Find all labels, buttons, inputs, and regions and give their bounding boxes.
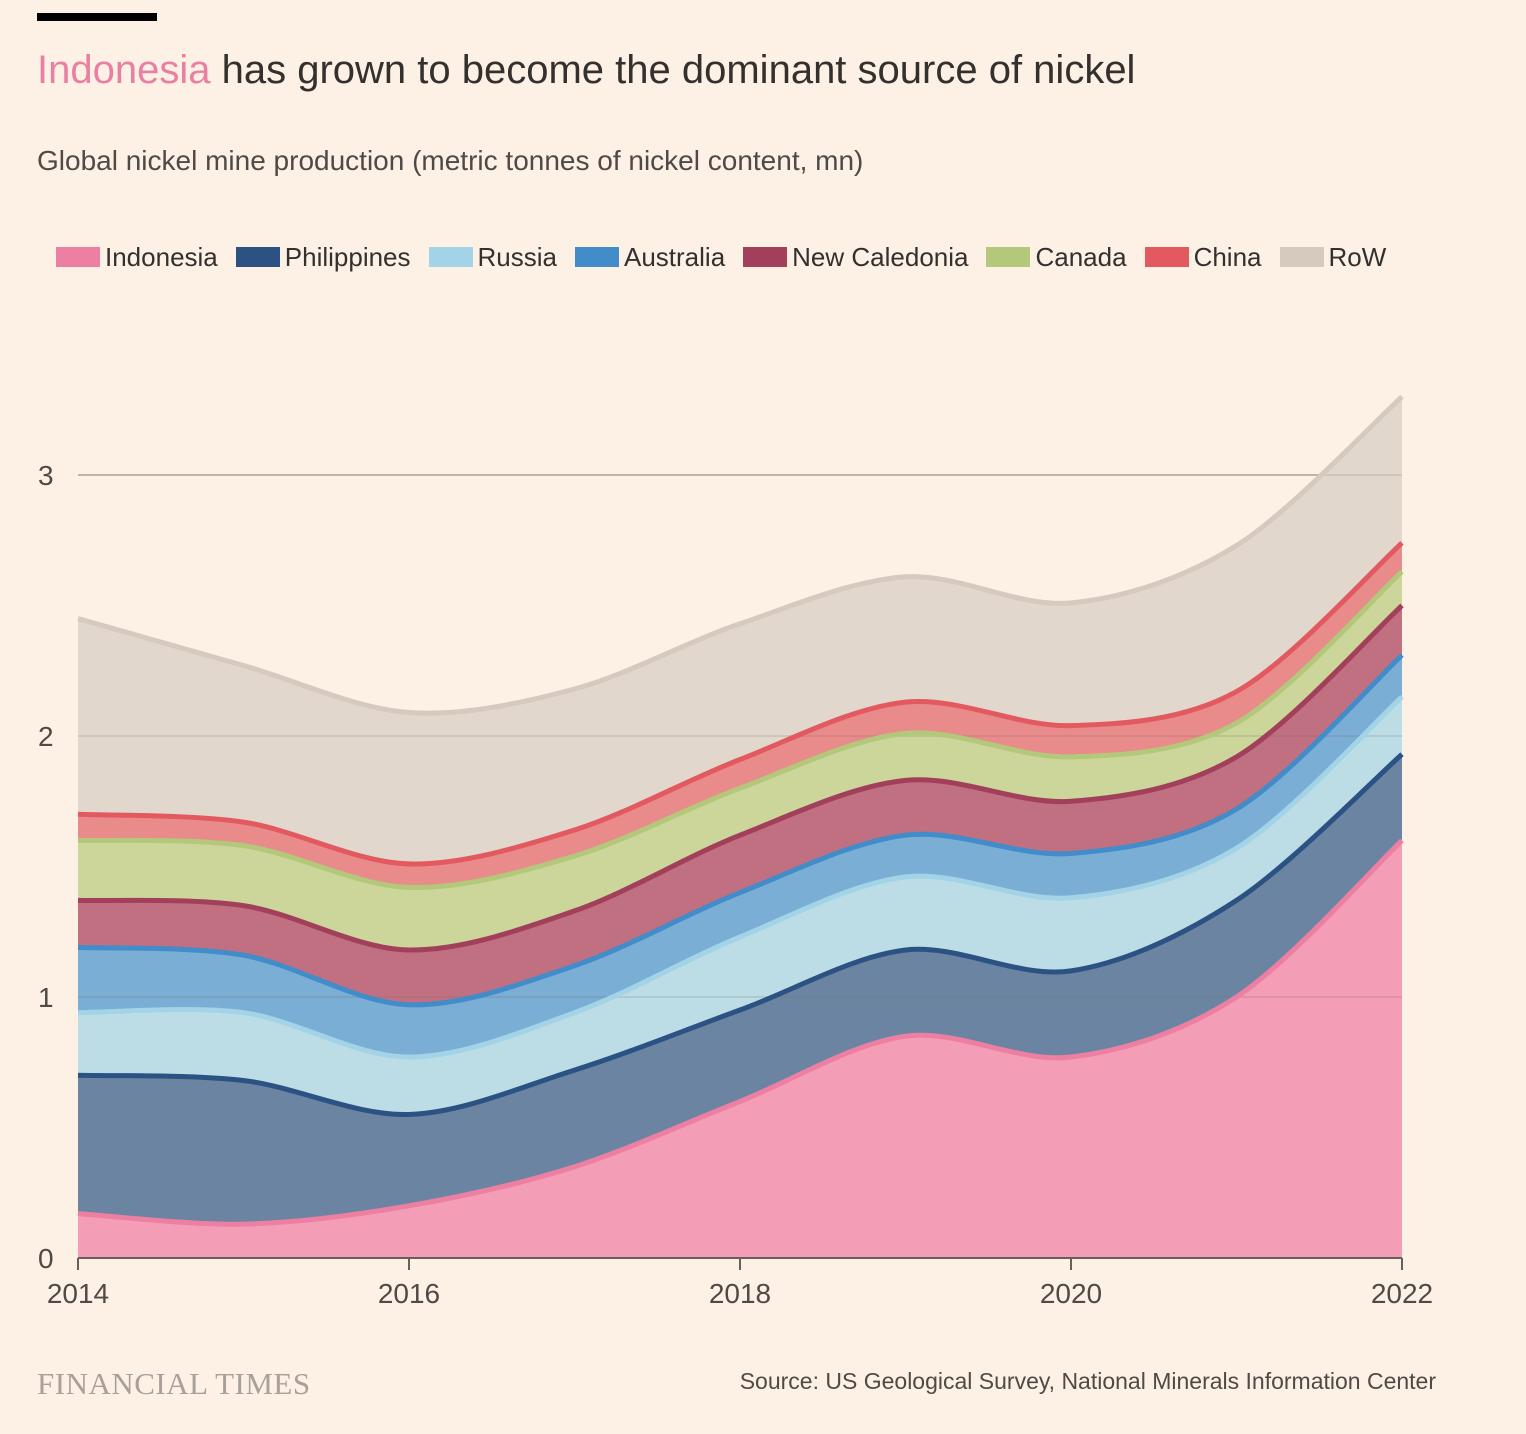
edge-row [77,394,1404,716]
legend-item-australia: Australia [575,238,725,276]
legend-label: RoW [1328,242,1387,272]
legend-item-row: RoW [1279,238,1387,276]
title-highlight: Indonesia [37,48,211,92]
edge-russia [77,694,1404,1060]
legend-item-china: China [1144,238,1262,276]
title-rest: has grown to become the dominant source … [210,48,1136,92]
legend-swatch [428,247,473,267]
area-new-caledonia [78,605,1402,1005]
edge-china [77,541,1404,867]
y-tick-label: 2 [38,721,54,752]
header-rule [37,13,157,21]
x-tick-label: 2016 [378,1278,440,1309]
legend-label: Australia [624,242,726,272]
legend-swatch [986,247,1031,267]
legend-item-russia: Russia [428,238,557,276]
edge-philippines [77,752,1404,1118]
legend-label: China [1193,242,1262,272]
chart-subtitle: Global nickel mine production (metric to… [37,145,864,176]
area-canada [78,571,1402,951]
legend-item-canada: Canada [986,238,1127,276]
y-tick-label: 0 [38,1243,54,1274]
legend-label: Philippines [284,242,411,272]
x-tick-label: 2020 [1040,1278,1102,1309]
edge-indonesia [77,838,1404,1227]
area-australia [78,655,1402,1057]
chart-legend: Indonesia Philippines Russia Australia New C… [56,238,1404,276]
legend-item-indonesia: Indonesia [56,238,218,276]
y-tick-label: 3 [38,460,54,491]
legend-label: New Caledonia [792,242,969,272]
area-philippines [78,754,1402,1225]
area-russia [78,696,1402,1115]
area-indonesia [78,840,1402,1258]
legend-label: Russia [477,242,557,272]
legend-item-philippines: Philippines [235,238,411,276]
area-row [78,396,1402,864]
edge-new-caledonia [77,603,1404,953]
legend-swatch [575,247,619,267]
edge-canada [77,569,1404,890]
y-tick-label: 1 [38,982,54,1013]
legend-swatch [235,247,280,267]
edge-australia [77,653,1404,1008]
x-tick-label: 2022 [1371,1278,1433,1309]
legend-label: Indonesia [105,242,218,272]
x-tick-label: 2014 [47,1278,109,1309]
brand-logo-text: FINANCIAL TIMES [37,1366,311,1401]
legend-item-new-caledonia: New Caledonia [743,238,968,276]
legend-swatch [1279,247,1324,267]
legend-label: Canada [1035,242,1127,272]
chart-title: Indonesia has grown to become the domina… [37,44,1135,96]
legend-swatch [56,247,100,267]
source-note: Source: US Geological Survey, National M… [739,1368,1436,1394]
x-tick-label: 2018 [709,1278,771,1309]
legend-swatch [743,247,788,267]
legend-swatch [1144,247,1189,267]
